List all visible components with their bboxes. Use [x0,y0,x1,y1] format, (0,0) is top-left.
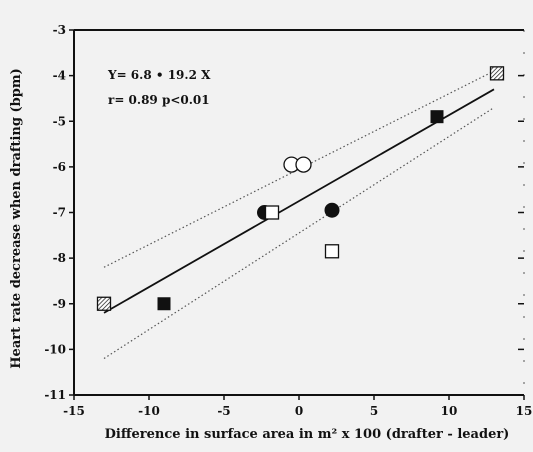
y-axis-label: Heart rate decrease when drafting (bpm) [9,68,24,368]
confidence-band-upper [103,70,495,268]
y-tick-label: -10 [44,342,66,356]
data-point-hatched-square [489,66,505,81]
y-tick-label: -4 [53,69,66,83]
data-point-open-square [264,205,280,220]
x-tick-label: 15 [516,404,533,418]
x-tick-label: 0 [295,404,303,418]
x-tick-label: -10 [138,404,160,418]
data-point-filled-square [430,110,444,124]
confidence-band [103,70,495,360]
correlation-annotation: r= 0.89 p<0.01 [108,93,210,107]
data-point-filled-square [157,297,171,311]
y-tick-label: -8 [53,251,66,265]
x-tick-label: -15 [63,404,85,418]
x-tick-label: -5 [217,404,230,418]
x-tick-label: 10 [441,404,458,418]
regression-line-group [103,88,495,314]
y-tick-label: -11 [44,388,66,402]
x-axis-label: Difference in surface area in m² x 100 (… [105,427,510,442]
regression-line [103,88,495,314]
y-tick-label: -6 [53,160,66,174]
equation-annotation: Y= 6.8 • 19.2 X [107,68,211,82]
data-point-hatched-square [96,296,112,311]
y-tick-label: -7 [53,206,66,220]
y-tick-label: -5 [53,114,66,128]
axes: -15 -10 -5 0 5 10 15 -3 -4 -5 -6 -7 -8 -9 -10 -11 [44,23,532,418]
data-point-open-circle [295,156,312,173]
y-tick-label: -3 [53,23,66,37]
data-point-filled-circle [324,202,340,218]
data-points [96,66,505,311]
data-point-open-square [324,244,340,259]
y-tick-label: -9 [53,297,66,311]
x-tick-label: 5 [370,404,378,418]
confidence-band-lower [103,107,495,360]
axis-labels: Difference in surface area in m² x 100 (… [9,68,509,442]
